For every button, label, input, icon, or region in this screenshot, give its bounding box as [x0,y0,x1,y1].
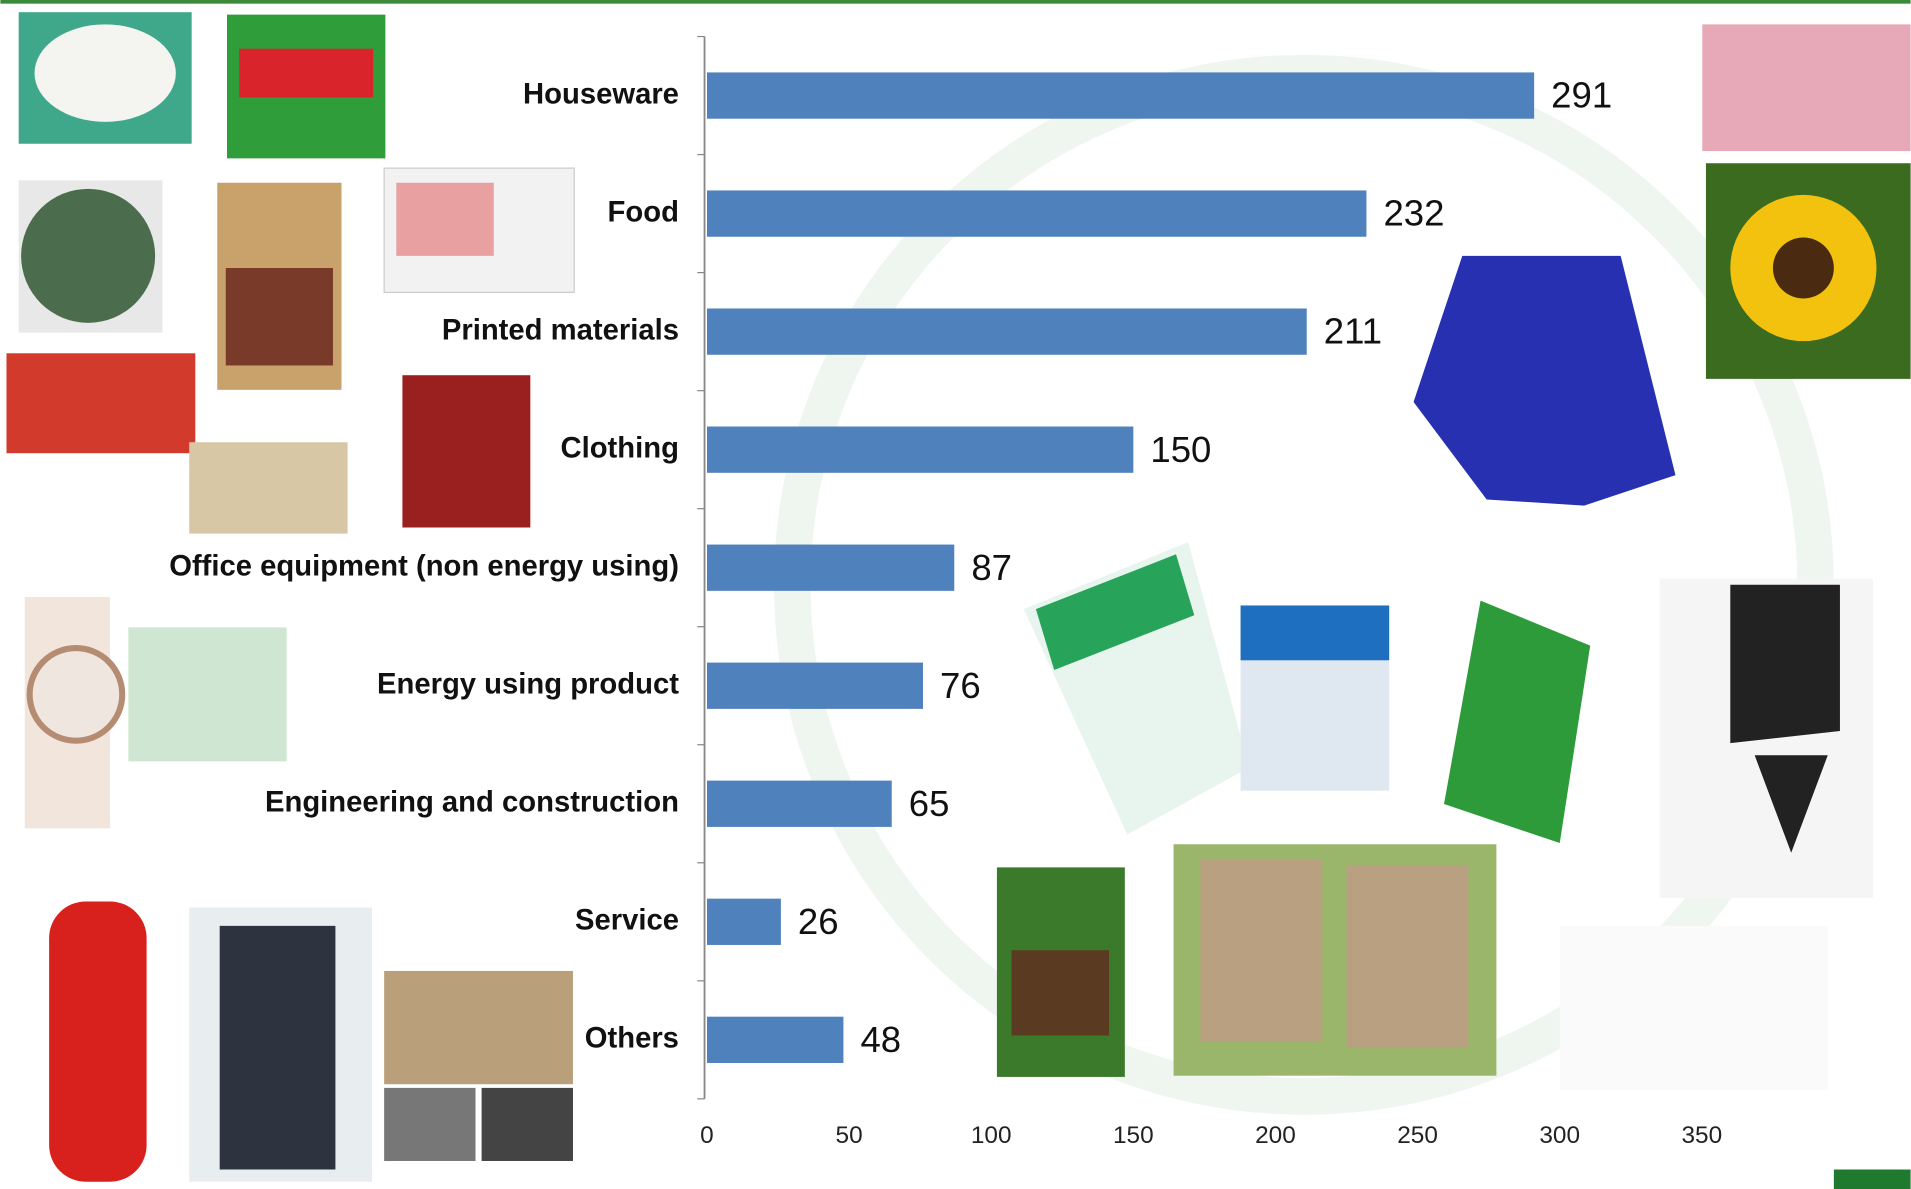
bar [706,426,1134,473]
bar [706,898,781,945]
category-label: Houseware [523,78,679,110]
x-tick-label: 50 [836,1122,863,1149]
value-label: 26 [798,901,839,942]
x-tick-label: 250 [1397,1122,1438,1149]
category-label: Others [585,1023,679,1055]
top-rule [0,0,1911,4]
category-label: Food [608,196,679,228]
bar [706,544,955,591]
bar [706,72,1535,119]
value-label: 87 [971,547,1012,588]
category-label: Energy using product [377,668,679,700]
category-label: Clothing [560,432,678,464]
x-tick-label: 300 [1539,1122,1580,1149]
bar [706,190,1367,237]
value-label: 232 [1383,193,1444,234]
x-tick-label: 0 [700,1122,714,1149]
x-tick-label: 100 [971,1122,1012,1149]
value-label: 211 [1324,311,1382,352]
product-photos [6,12,1911,1189]
bar [706,780,892,827]
category-label: Service [575,905,679,937]
x-tick-label: 200 [1255,1122,1296,1149]
category-label: Printed materials [442,314,679,346]
value-label: 291 [1551,75,1612,116]
value-label: 48 [860,1019,901,1060]
value-label: 76 [940,665,981,706]
value-label: 65 [909,783,950,824]
bar [706,662,924,709]
value-label: 150 [1150,429,1211,470]
bar [706,308,1307,355]
bar [706,1016,844,1063]
category-label: Engineering and construction [265,786,679,818]
x-tick-label: 150 [1113,1122,1154,1149]
x-tick-label: 350 [1682,1122,1723,1149]
category-label: Office equipment (non energy using) [169,550,679,582]
